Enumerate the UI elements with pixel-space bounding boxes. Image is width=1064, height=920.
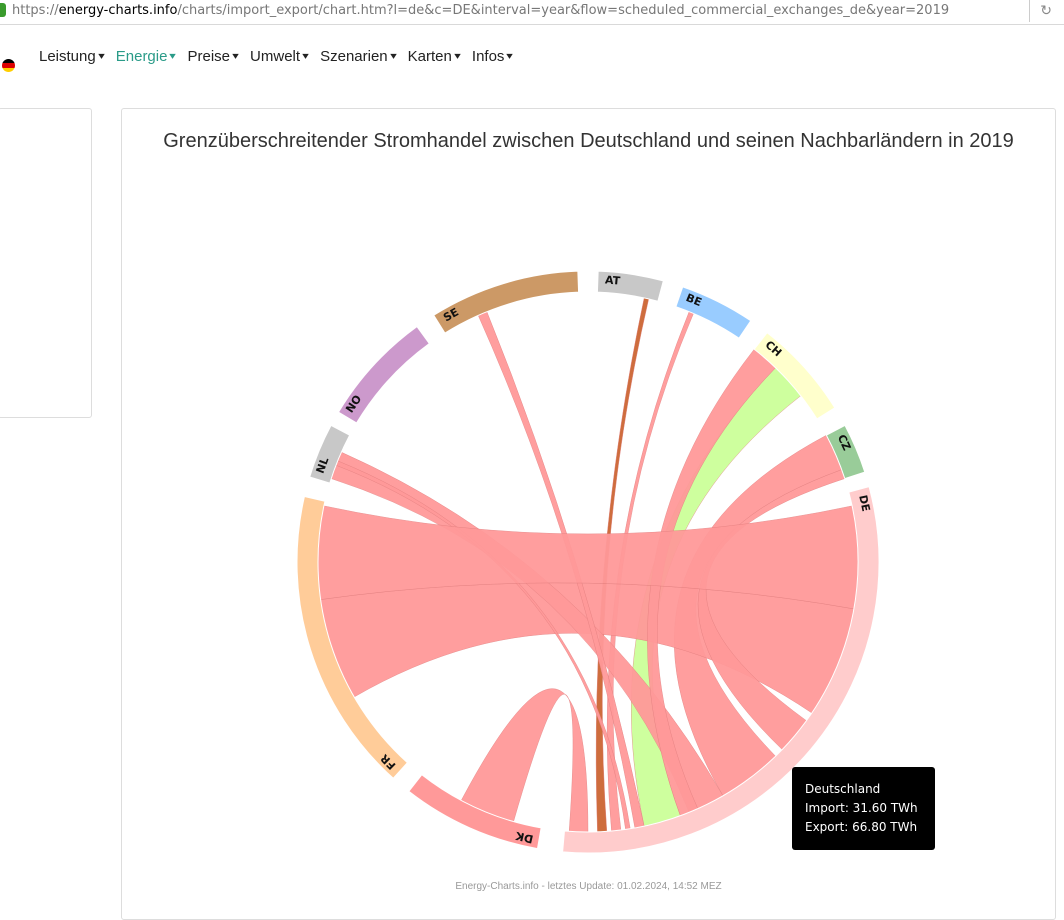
node-arc-be[interactable] (675, 286, 752, 339)
node-arc-at[interactable] (596, 270, 664, 302)
node-arc-fr[interactable] (296, 495, 409, 779)
node-label-nl: NL (314, 456, 332, 476)
nav-item-energie[interactable]: Energie ▾ (116, 48, 176, 65)
node-arc-ch[interactable] (753, 331, 836, 420)
chevron-down-icon: ▾ (389, 51, 397, 62)
chart-panel: Grenzüberschreitender Stromhandel zwisch… (121, 108, 1056, 920)
chart-credits[interactable]: Energy-Charts.info - letztes Update: 01.… (455, 881, 722, 892)
tooltip-export: Export: 66.80 TWh (805, 820, 918, 834)
nav-item-label: Leistung (39, 48, 96, 65)
nav-item-karten[interactable]: Karten ▾ (407, 48, 461, 65)
tooltip-name: Deutschland (805, 782, 881, 796)
nav-menu: Leistung ▾ Energie ▾ Preise ▾ Umwelt ▾ Szenarien… (39, 48, 524, 65)
node-label-at: AT (604, 273, 621, 287)
url-bar[interactable]: https://energy-charts.info/charts/import… (0, 0, 1064, 25)
node-label-cz: CZ (835, 433, 854, 453)
main-nav: Leistung ▾ Energie ▾ Preise ▾ Umwelt ▾ Szenarien… (0, 40, 1064, 76)
node-arc-no[interactable] (337, 325, 430, 424)
lock-icon (0, 3, 6, 17)
nav-item-umwelt[interactable]: Umwelt ▾ (250, 48, 309, 65)
node-label-de: DE (856, 494, 872, 513)
tooltip-import: Import: 31.60 TWh (805, 801, 918, 815)
nav-item-label: Szenarien (320, 48, 388, 65)
nav-item-label: Karten (407, 48, 452, 65)
nav-item-label: Infos (471, 48, 505, 65)
nav-item-szenarien[interactable]: Szenarien ▾ (320, 48, 396, 65)
nav-item-infos[interactable]: Infos ▾ (472, 48, 513, 65)
node-arc-dk[interactable] (408, 774, 542, 850)
nav-item-preise[interactable]: Preise ▾ (187, 48, 238, 65)
nav-item-label: Umwelt (250, 48, 301, 65)
node-arc-de[interactable] (562, 486, 880, 854)
node-arc-nl[interactable] (309, 424, 351, 484)
chart-tooltip: Deutschland Import: 31.60 TWh Export: 66… (792, 767, 935, 850)
chevron-down-icon: ▾ (454, 51, 461, 62)
nav-item-label: Preise (187, 48, 231, 65)
chevron-down-icon: ▾ (302, 51, 309, 62)
nav-item-label: Energie (115, 48, 168, 65)
url-text[interactable]: https://energy-charts.info/charts/import… (12, 3, 950, 18)
chevron-down-icon: ▾ (232, 51, 239, 62)
chevron-down-icon: ▾ (97, 51, 105, 62)
chevron-down-icon: ▾ (506, 51, 514, 62)
nav-item-leistung[interactable]: Leistung ▾ (39, 48, 105, 65)
german-flag-icon[interactable] (2, 59, 15, 72)
node-label-be: BE (684, 291, 704, 309)
reload-icon[interactable]: ↻ (1029, 0, 1052, 22)
node-arc-cz[interactable] (825, 424, 866, 480)
node-arc-se[interactable] (433, 270, 580, 334)
chart-title: Grenzüberschreitender Stromhandel zwisch… (163, 130, 1014, 152)
node-label-dk: DK (514, 829, 535, 846)
chevron-down-icon: ▾ (169, 51, 177, 62)
left-panel (0, 108, 92, 418)
